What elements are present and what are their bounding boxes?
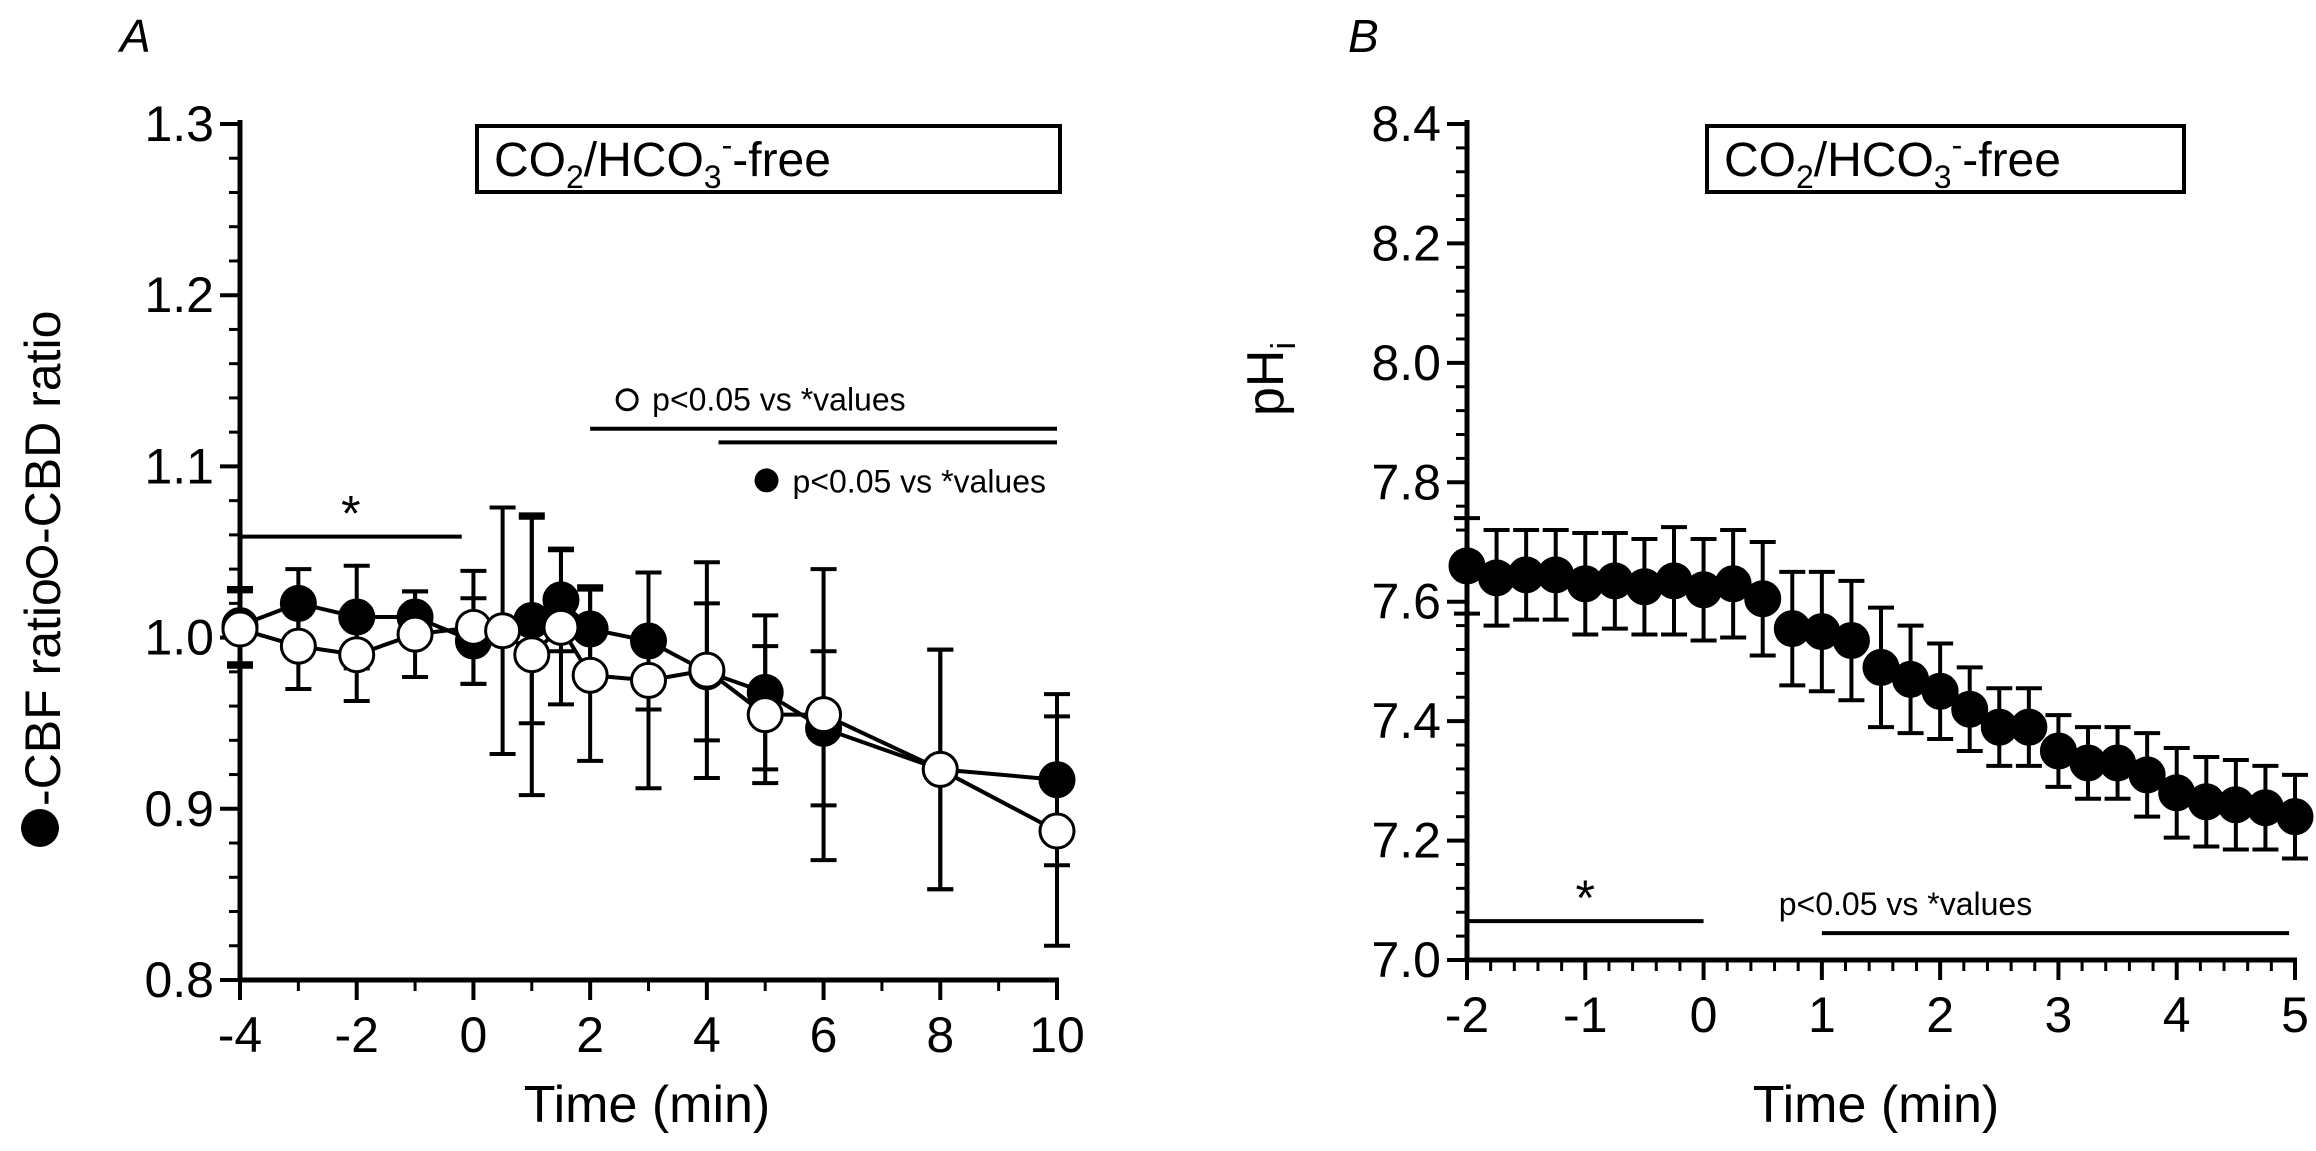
panel-a-tick-labels: 0.8 0.9 1.0 1.1 1.2 1.3 -4 -2 0 2 4 6 8 10 [144, 96, 1084, 1063]
filled-circle-legend-icon [21, 809, 59, 847]
panel-b-x-tick-label: -2 [1445, 987, 1489, 1043]
panel-b-x-axis-label: Time (min) [1753, 1076, 2000, 1134]
panel-b-reference-star: * [1576, 870, 1595, 926]
panel-b: B 7.0 7.2 7.4 7.6 7.8 8.0 8.2 8.4 -2 -1 0 1 2 3 4 5 pHi… [1237, 10, 2314, 1134]
data-point-open [921, 750, 959, 788]
panel-b-y-tick-label: 7.2 [1371, 813, 1441, 869]
data-point-open [746, 696, 784, 734]
data-point-open [279, 627, 317, 665]
panel-b-y-tick-label: 7.8 [1371, 454, 1441, 510]
panel-b-condition-box: CO2/HCO3--free [1705, 124, 2186, 195]
panel-b-y-tick-label: 8.4 [1371, 96, 1441, 152]
panel-a-data [221, 505, 1076, 948]
panel-a-reference-star: * [341, 486, 360, 542]
panel-b-x-tick-label: 4 [2163, 987, 2191, 1043]
svg-text:CO2/HCO3--free: CO2/HCO3--free [1724, 127, 2061, 195]
data-point-filled [1744, 580, 1782, 618]
data-point-open [1038, 812, 1076, 850]
data-point-filled [1714, 565, 1752, 603]
data-point-open [688, 651, 726, 689]
panel-a: A 0.8 0.9 1.0 1.1 1.2 1.3 -4 -2 0 2 4 6 8 10 -CBF rat… [15, 10, 1085, 1134]
panel-a-ylabel-filled: -CBF ratio [15, 578, 71, 806]
data-point-open [338, 636, 376, 674]
panel-b-x-tick-label: 0 [1690, 987, 1718, 1043]
panel-a-x-tick-label: 0 [460, 1007, 488, 1063]
panel-a-ylabel-open: -CBD ratio [15, 311, 71, 544]
data-point-open [484, 612, 522, 650]
panel-a-x-tick-label: 10 [1029, 1007, 1085, 1063]
panel-b-y-axis-label: pHi [1237, 342, 1303, 416]
sig-filled-circle-icon [754, 468, 779, 493]
data-point-open [513, 636, 551, 674]
data-point-open [571, 656, 609, 694]
panel-b-sig-label: p<0.05 vs *values [1779, 886, 2033, 922]
panel-a-y-tick-label: 0.9 [144, 781, 214, 837]
panel-b-x-tick-label: -1 [1563, 987, 1607, 1043]
data-point-open [221, 610, 259, 648]
panel-a-y-tick-label: 1.3 [144, 96, 214, 152]
panel-a-y-axis-label: -CBF ratio -CBD ratio [15, 311, 71, 847]
panel-a-x-tick-label: 4 [693, 1007, 721, 1063]
data-point-filled [1685, 571, 1723, 609]
data-point-filled [2128, 756, 2166, 794]
data-point-filled [1625, 568, 1663, 606]
panel-a-condition-box: CO2/HCO3--free [475, 124, 1062, 195]
data-point-filled [2276, 798, 2314, 836]
panel-a-axes [220, 120, 1059, 1000]
panel-a-label: A [117, 10, 151, 62]
sig-open-circle-icon [615, 388, 639, 412]
panel-a-sig-filled-label: p<0.05 vs *values [793, 463, 1047, 499]
panel-a-x-tick-label: -2 [334, 1007, 378, 1063]
panel-b-y-tick-label: 8.2 [1371, 215, 1441, 271]
panel-b-x-tick-label: 5 [2281, 987, 2309, 1043]
data-point-open [805, 696, 843, 734]
panel-b-y-tick-label: 7.6 [1371, 574, 1441, 630]
data-point-filled [1832, 622, 1870, 660]
data-point-filled [2010, 708, 2048, 746]
panel-b-tick-labels: 7.0 7.2 7.4 7.6 7.8 8.0 8.2 8.4 -2 -1 0 1 2 3 4 5 [1371, 96, 2308, 1043]
svg-text:CO2/HCO3--free: CO2/HCO3--free [494, 127, 831, 195]
panel-b-axes [1447, 120, 2297, 980]
panel-b-x-tick-label: 1 [1808, 987, 1836, 1043]
panel-b-data [1448, 516, 2314, 861]
panel-a-sig-open-label: p<0.05 vs *values [652, 382, 906, 418]
panel-a-x-tick-label: 2 [576, 1007, 604, 1063]
data-point-filled [1596, 562, 1634, 600]
open-circle-legend-icon [26, 546, 58, 578]
panel-a-y-tick-label: 1.1 [144, 438, 214, 494]
panel-a-y-tick-label: 1.2 [144, 267, 214, 323]
panel-a-x-axis-label: Time (min) [524, 1076, 771, 1134]
panel-a-x-tick-label: -4 [218, 1007, 262, 1063]
panel-a-x-tick-label: 6 [810, 1007, 838, 1063]
panel-b-y-tick-label: 7.0 [1371, 932, 1441, 988]
panel-b-y-tick-label: 8.0 [1371, 335, 1441, 391]
panel-a-y-tick-label: 0.8 [144, 952, 214, 1008]
data-point-filled [1951, 690, 1989, 728]
panel-b-x-tick-label: 2 [1926, 987, 1954, 1043]
panel-b-y-tick-label: 7.4 [1371, 693, 1441, 749]
data-point-open [396, 615, 434, 653]
svg-text:pHi: pHi [1237, 342, 1303, 416]
panel-b-label: B [1348, 10, 1379, 62]
data-point-filled [1921, 672, 1959, 710]
data-point-open [542, 608, 580, 646]
panel-b-x-tick-label: 3 [2045, 987, 2073, 1043]
panel-a-y-tick-label: 1.0 [144, 610, 214, 666]
data-point-open [630, 661, 667, 699]
panel-a-x-tick-label: 8 [926, 1007, 954, 1063]
